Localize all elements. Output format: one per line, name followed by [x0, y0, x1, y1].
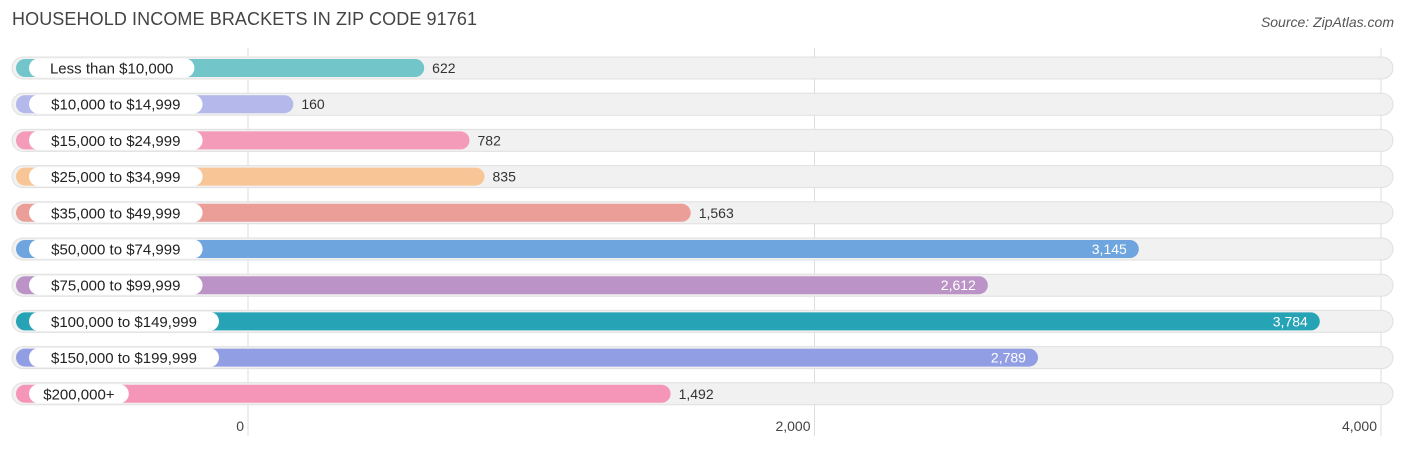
- value-label: 782: [478, 132, 502, 148]
- category-pill: [29, 239, 203, 259]
- category-pill: [29, 167, 203, 187]
- value-label: 622: [432, 60, 456, 76]
- chart-title: HOUSEHOLD INCOME BRACKETS IN ZIP CODE 91…: [12, 9, 478, 29]
- category-label: $150,000 to $199,999: [51, 350, 197, 367]
- category-label: $75,000 to $99,999: [51, 278, 180, 295]
- category-label: $15,000 to $24,999: [51, 133, 180, 150]
- value-label: 1,492: [679, 386, 714, 402]
- category-label: $100,000 to $149,999: [51, 314, 197, 331]
- category-label: Less than $10,000: [50, 61, 173, 78]
- bar: [16, 276, 988, 295]
- category-pill: [29, 130, 203, 150]
- bar: [16, 384, 671, 403]
- category-pill: [29, 384, 129, 404]
- bar-layer: Less than $10,000 622 $10,000 to $14,999 16…: [11, 56, 1394, 406]
- value-label: 835: [493, 169, 517, 185]
- tick-layer: 0 2,000 4,000: [236, 418, 1377, 434]
- category-pill: [29, 58, 195, 78]
- source-label: Source: ZipAtlas.com: [1260, 14, 1394, 30]
- value-label: 3,784: [1273, 313, 1308, 329]
- category-pill: [29, 348, 219, 368]
- category-label: $35,000 to $49,999: [51, 205, 180, 222]
- value-label: 2,612: [941, 277, 976, 293]
- category-label: $25,000 to $34,999: [51, 169, 180, 186]
- category-label: $10,000 to $14,999: [51, 97, 180, 114]
- category-pill: [29, 275, 203, 295]
- bar: [16, 240, 1139, 258]
- x-tick-label: 0: [236, 418, 244, 434]
- value-label: 2,789: [991, 350, 1026, 366]
- bar: [16, 312, 1320, 331]
- category-pill: [29, 311, 219, 331]
- x-tick-label: 4,000: [1342, 418, 1377, 434]
- category-pill: [29, 94, 203, 114]
- value-label: 1,563: [699, 205, 734, 221]
- value-label: 160: [301, 96, 325, 112]
- bar-track: [11, 92, 1394, 116]
- category-label: $200,000+: [43, 386, 115, 403]
- category-label: $50,000 to $74,999: [51, 242, 180, 259]
- category-pill: [29, 203, 203, 223]
- x-tick-label: 2,000: [775, 418, 810, 434]
- bar: [16, 348, 1038, 367]
- value-label: 3,145: [1092, 241, 1127, 257]
